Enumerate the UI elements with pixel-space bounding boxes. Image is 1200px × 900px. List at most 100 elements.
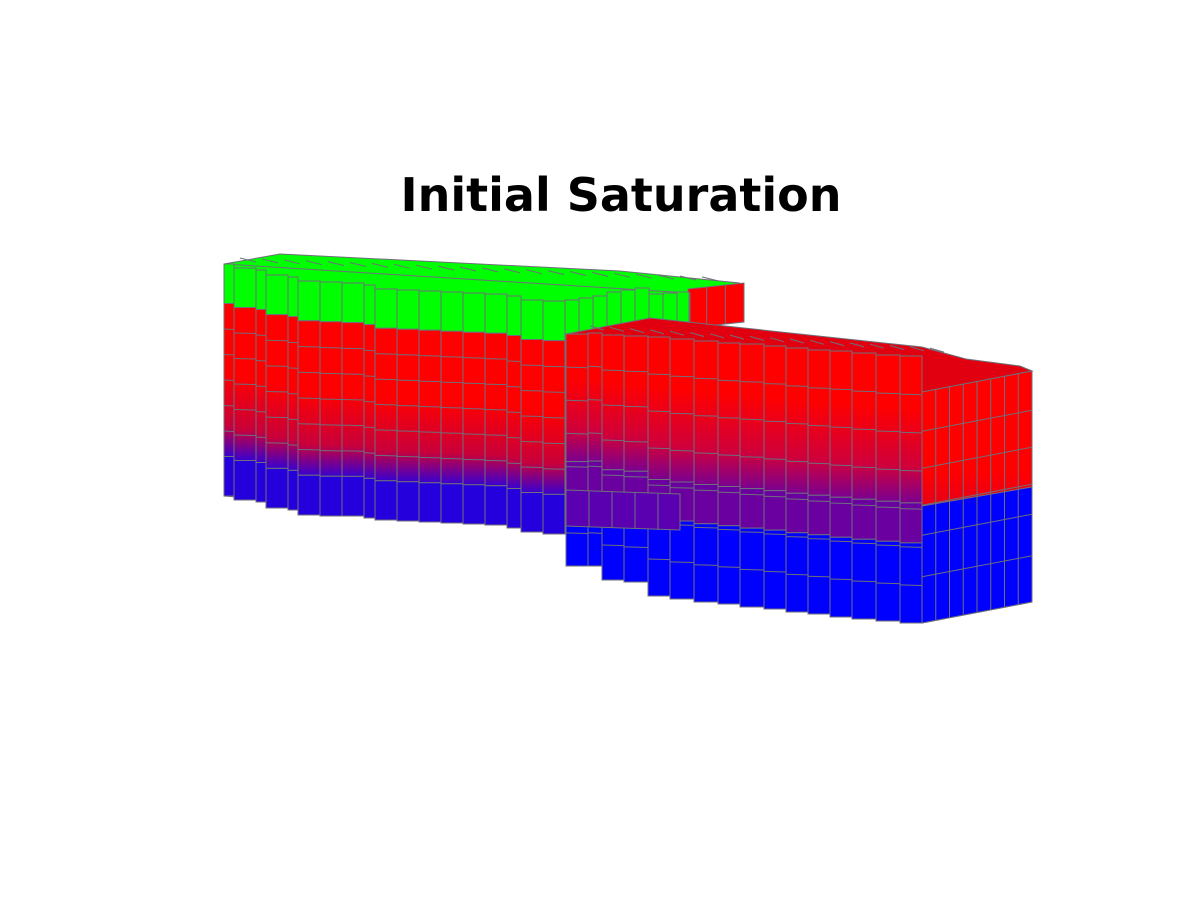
grid-column-row-line [319, 372, 343, 375]
figure-title: Initial Saturation [400, 168, 842, 222]
grid-column-row-line [542, 417, 566, 419]
grid-right-column-row-line [807, 387, 831, 389]
grid-column-row-line [255, 411, 267, 413]
grid-column-row-line [542, 468, 566, 470]
grid-right-column-row-line [807, 575, 831, 578]
grid-column-blue-cell [363, 477, 376, 519]
grid-right-top-cell-line [869, 343, 885, 349]
grid-column-row-line [520, 389, 544, 392]
grid-right-column-red-cells [739, 343, 765, 490]
grid-right-top-cell-line [749, 335, 765, 341]
grid-top-cell-line [503, 268, 521, 274]
grid-column-row-line [462, 357, 486, 359]
grid-column-row-line [287, 341, 299, 344]
grid-column-blue-cell [297, 474, 321, 516]
grid-column-row-line [297, 423, 321, 425]
grid-column-row-line [506, 385, 522, 388]
grid-right-column-row-line [669, 412, 695, 415]
grid-right-column-row-line [647, 447, 671, 450]
grid-column-row-line [506, 437, 522, 439]
grid-column-blue-cell [255, 462, 267, 503]
grid-right-column-row-line [739, 418, 765, 421]
grid-right-column-row-line [899, 469, 923, 472]
grid-column-row-line [233, 409, 257, 411]
grid-column-green-cell [255, 269, 267, 310]
grid-column-blue-cell [440, 483, 464, 524]
grid-column-row-line [440, 356, 464, 358]
grid-right-column-row-line [829, 388, 853, 391]
grid-right-column-row-line [693, 377, 719, 380]
grid-right-column-row-line [851, 504, 877, 507]
grid-top-cell-line [657, 274, 675, 280]
grid-column-row-line [223, 353, 235, 356]
grid-right-column-row-line [763, 458, 787, 460]
grid-right-column-row-line [851, 390, 877, 393]
grid-right-column-row-line [899, 431, 923, 434]
grid-column-row-line [506, 411, 522, 413]
grid-right-top-cell-line [729, 334, 745, 340]
grid-column-row-line [520, 441, 544, 443]
grid-top-cell-line [261, 258, 279, 264]
grid-top-cell-line [635, 273, 653, 279]
grid-right-top-cell-line [669, 330, 685, 336]
grid-column-row-line [341, 373, 365, 375]
grid-top-cell-line [349, 262, 367, 267]
grid-right-column-row-line [693, 452, 719, 454]
grid-right-column-red-cells [899, 355, 923, 504]
grid-right-column-row-line [851, 542, 877, 545]
grid-column-green-cell [319, 281, 343, 323]
grid-top-cell-line [283, 259, 301, 265]
grid-column-row-line [341, 399, 365, 401]
grid-right-top-cell-line [629, 328, 645, 334]
grid-right-column-row-line [669, 375, 695, 378]
grid-right-column-red-cells [851, 352, 877, 500]
grid-right-top-cell-line [589, 325, 605, 331]
grid-column-row-line [265, 442, 289, 444]
grid-right-column-row-line [851, 466, 877, 469]
grid-right-column-row-line [899, 393, 923, 396]
grid-column-blue-cell [265, 467, 289, 509]
grid-top-cell-line [459, 266, 477, 272]
grid-right-column-blue-cells [807, 534, 831, 615]
grid-right-column-red-cells [669, 338, 695, 483]
grid-column-row-line [520, 364, 544, 366]
grid-column-blue-cell [506, 488, 522, 529]
grid-right-side-row-line [921, 446, 1033, 469]
grid-right-column-row-line [565, 466, 589, 468]
grid-column-row-line [363, 401, 376, 403]
grid-right-column-row-line [587, 532, 603, 534]
grid-right-column-row-line [693, 489, 719, 492]
grid-right-column-row-line [785, 573, 809, 576]
grid-right-top-cell-line [929, 347, 945, 353]
grid-right-top-cell-line [849, 342, 865, 348]
grid-right-side-row-line [921, 483, 1033, 506]
grid-column-row-line [462, 408, 486, 410]
grid-right-column-row-line [717, 379, 741, 382]
grid-column-row-line [396, 430, 420, 432]
grid-right-column-blue-cells [829, 536, 853, 618]
grid-column-green-cell [396, 289, 420, 330]
grid-column-blue-cell [374, 480, 398, 521]
grid-right-column-row-line [623, 476, 649, 478]
grid-right-column-row-line [647, 373, 671, 376]
grid-column-green-cell [418, 290, 442, 331]
grid-right-column-row-line [875, 468, 901, 471]
grid-right-column-row-line [807, 462, 831, 465]
grid-right-column-row-line [851, 428, 877, 431]
grid-column-row-line [363, 375, 376, 377]
grid-right-side-row-line [921, 555, 1033, 578]
grid-top-cell-line [591, 271, 609, 277]
grid-column-row-line [440, 432, 464, 434]
grid-right-column-row-line [739, 493, 765, 496]
grid-right-column-row-line [693, 564, 719, 566]
grid-column-row-line [223, 405, 235, 407]
grid-right-column-row-line [717, 417, 741, 419]
grid-column-green-cell [223, 263, 235, 304]
grid-column-row-line [255, 359, 267, 362]
grid-right-column-row-line [763, 495, 787, 498]
grid-top-cell-line [239, 257, 257, 263]
grid-column-green-cell [265, 274, 289, 316]
grid-right-column-row-line [623, 440, 649, 443]
grid-right-column-row-line [807, 538, 831, 540]
